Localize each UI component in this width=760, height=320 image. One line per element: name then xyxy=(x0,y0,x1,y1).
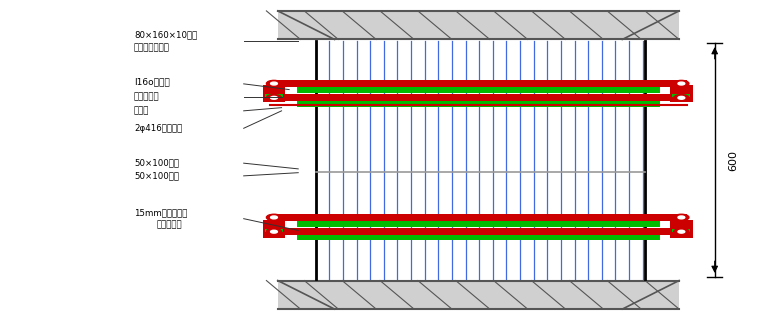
Text: 80×160×10钉板: 80×160×10钉板 xyxy=(134,30,197,39)
Bar xyxy=(265,93,283,97)
Bar xyxy=(271,94,687,101)
Text: 15mm厚双面覆膜: 15mm厚双面覆膜 xyxy=(134,208,187,217)
Text: 2φ416对拉螺栓: 2φ416对拉螺栓 xyxy=(134,124,182,133)
Bar xyxy=(673,93,691,97)
Bar xyxy=(670,220,692,238)
Circle shape xyxy=(271,82,277,85)
Circle shape xyxy=(678,216,685,219)
Circle shape xyxy=(678,230,685,233)
Circle shape xyxy=(271,230,277,233)
Bar xyxy=(263,85,285,102)
Bar xyxy=(296,87,660,93)
Bar xyxy=(296,220,660,227)
Bar xyxy=(673,229,691,233)
Text: 多层胶合板: 多层胶合板 xyxy=(157,220,182,229)
Bar xyxy=(296,234,660,240)
Text: 平帺片: 平帺片 xyxy=(134,106,149,115)
Bar xyxy=(271,214,687,221)
Circle shape xyxy=(674,214,689,220)
Text: 与工字钉边焊接: 与工字钉边焊接 xyxy=(134,43,169,52)
Bar xyxy=(277,281,679,309)
Text: I16o工字钉: I16o工字钉 xyxy=(134,78,169,87)
Bar xyxy=(271,228,687,235)
Circle shape xyxy=(267,214,281,220)
Circle shape xyxy=(267,228,281,235)
Circle shape xyxy=(674,95,689,101)
Bar xyxy=(265,229,283,233)
Bar xyxy=(263,220,285,238)
Circle shape xyxy=(267,95,281,101)
Text: 600: 600 xyxy=(728,149,738,171)
Circle shape xyxy=(271,96,277,99)
Circle shape xyxy=(271,216,277,219)
Circle shape xyxy=(674,80,689,87)
Bar xyxy=(277,11,679,39)
Text: 50×100方木: 50×100方木 xyxy=(134,159,179,168)
Bar xyxy=(296,101,660,107)
Circle shape xyxy=(678,82,685,85)
Circle shape xyxy=(678,96,685,99)
Text: 50×100方木: 50×100方木 xyxy=(134,172,179,180)
Text: 配套双螺帽: 配套双螺帽 xyxy=(134,92,160,101)
Bar xyxy=(670,85,692,102)
Circle shape xyxy=(267,80,281,87)
Circle shape xyxy=(674,228,689,235)
Bar xyxy=(271,80,687,87)
